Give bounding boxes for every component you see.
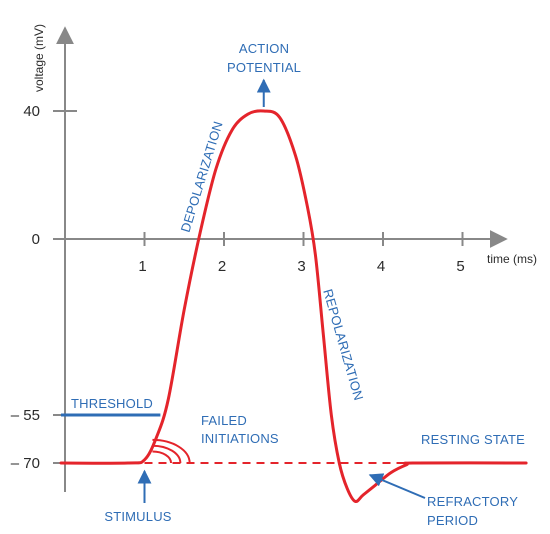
x-axis-label: time (ms) (487, 252, 537, 266)
failed-initiation-arc (152, 444, 182, 464)
x-tick-label: 4 (377, 258, 385, 275)
refractory-period-arrow (368, 473, 426, 499)
failed-initiation-arcs (152, 438, 191, 464)
x-tick-label: 5 (456, 258, 464, 275)
annotation-initiations: INITIATIONS (201, 431, 279, 446)
annotation-depolarization: DEPOLARIZATION (178, 119, 226, 234)
y-axis-label: voltage (mV) (32, 24, 46, 92)
y-tick-label: 40 (23, 103, 40, 120)
x-tick-label: 2 (218, 258, 226, 275)
annotation-failed: FAILED (201, 413, 247, 428)
annotation-stimulus: STIMULUS (104, 509, 171, 524)
annotation-action: ACTION (239, 41, 289, 56)
annotation-refractory: REFRACTORY (427, 494, 518, 509)
annotation-threshold: THRESHOLD (71, 396, 153, 411)
x-tick-label: 3 (297, 258, 305, 275)
failed-initiation-arc (152, 450, 173, 464)
x-ticks: 1 2 3 4 5 (138, 232, 465, 275)
y-tick-label: 0 (32, 231, 40, 248)
annotation-period: PERIOD (427, 513, 478, 528)
y-tick-label: – 55 (11, 407, 40, 424)
y-ticks: 40 0 – 55 – 70 (11, 103, 77, 472)
failed-initiation-arc (152, 438, 191, 464)
y-tick-label: – 70 (11, 455, 40, 472)
annotation-potential: POTENTIAL (227, 60, 301, 75)
annotation-resting-state: RESTING STATE (421, 432, 525, 447)
x-tick-label: 1 (138, 258, 146, 275)
